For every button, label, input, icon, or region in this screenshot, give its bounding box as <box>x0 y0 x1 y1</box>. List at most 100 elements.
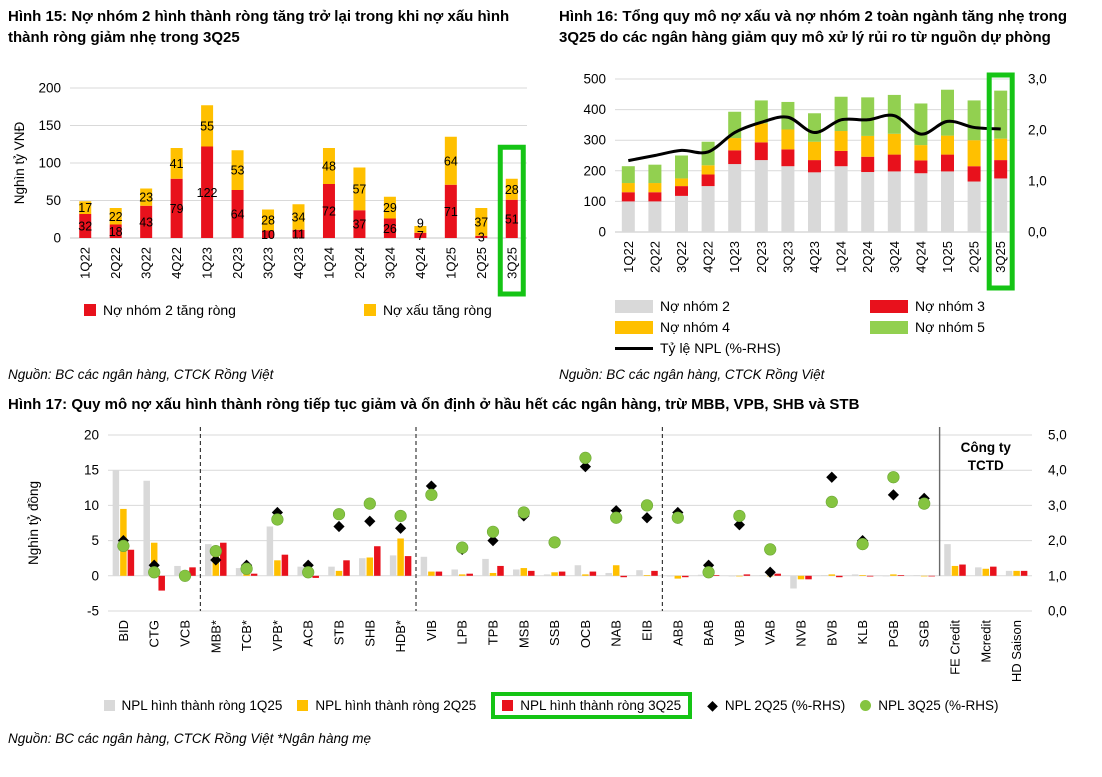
svg-text:TCB*: TCB* <box>239 620 254 651</box>
svg-text:PGB: PGB <box>886 620 901 647</box>
svg-text:VIB: VIB <box>424 620 439 641</box>
svg-text:79: 79 <box>170 202 184 216</box>
black-diamond-icon: ◆ <box>707 697 718 713</box>
svg-text:Mcredit: Mcredit <box>978 620 993 663</box>
bar-ACB <box>312 575 319 578</box>
bar-FE Credit <box>944 544 951 576</box>
circle-marker-PGB <box>887 471 900 484</box>
green-circle-icon <box>860 700 872 711</box>
circle-marker-VBB <box>733 509 746 523</box>
svg-text:1Q23: 1Q23 <box>200 247 215 279</box>
bar-no-nhom2-1Q25 <box>444 184 457 238</box>
fig15-panel: Hình 15: Nợ nhóm 2 hình thành ròng tăng … <box>0 0 551 390</box>
bar-SSB <box>551 572 558 576</box>
bar-ACB <box>297 566 304 576</box>
bar-segment-2Q22 <box>648 164 662 184</box>
bars <box>621 89 1008 232</box>
bar-SHB <box>366 557 374 576</box>
svg-text:4Q23: 4Q23 <box>807 241 822 273</box>
bar-segment-3Q25 <box>994 178 1008 232</box>
svg-text:2Q23: 2Q23 <box>230 247 245 279</box>
bar-Mcredit <box>975 567 982 576</box>
bar-segment-2Q25 <box>967 166 981 182</box>
bar-no-xau-3Q23 <box>262 209 275 231</box>
fig16-legend-label: Nợ nhóm 5 <box>915 319 985 335</box>
diamond-marker-VBB <box>733 519 745 531</box>
circle-marker-BAB <box>702 566 715 579</box>
y-axis-label: Nghìn tỷ VNĐ <box>12 121 27 204</box>
gridlines-and-y-axis: -5 0 5 10 15 20 <box>84 428 1032 619</box>
circle-marker-CTG <box>148 566 161 579</box>
bar-VBB <box>728 575 736 577</box>
svg-text:FE Credit: FE Credit <box>948 620 963 675</box>
bar-MBB* <box>220 542 227 576</box>
bar-no-nhom2-3Q25 <box>505 199 518 238</box>
bar-TCB* <box>250 573 258 576</box>
svg-text:2Q24: 2Q24 <box>860 241 875 273</box>
bar-segment-1Q25 <box>941 89 954 136</box>
svg-text:72: 72 <box>322 205 336 219</box>
bar-SHB <box>359 558 366 576</box>
bar-EIB <box>651 570 658 576</box>
bar-segment-2Q23 <box>754 100 768 124</box>
bar-HDB* <box>397 538 404 576</box>
fig16-legend: Nợ nhóm 2 Nợ nhóm 3 Nợ nhóm 4 Nợ nhóm 5 … <box>615 298 1094 356</box>
circle-marker-MSB <box>517 506 530 519</box>
svg-text:3Q22: 3Q22 <box>674 241 689 273</box>
bar-SGB <box>913 575 920 576</box>
svg-text:1,0: 1,0 <box>1028 174 1047 189</box>
svg-text:4Q23: 4Q23 <box>291 247 306 279</box>
bar-OCB <box>574 565 582 576</box>
svg-text:28: 28 <box>505 183 519 197</box>
bar-no-xau-1Q24 <box>322 148 335 184</box>
svg-text:1Q24: 1Q24 <box>834 241 849 273</box>
bar-no-nhom2-3Q23 <box>262 230 275 238</box>
bar-TPB <box>489 572 497 576</box>
bar-segment-3Q23 <box>781 129 795 150</box>
bar-segment-3Q22 <box>675 186 688 196</box>
red-swatch-icon <box>84 304 96 316</box>
svg-text:HD Saison: HD Saison <box>1009 620 1024 682</box>
svg-text:HDB*: HDB* <box>393 620 408 653</box>
bar-VCB <box>174 565 181 576</box>
bar-segment-4Q22 <box>701 141 715 166</box>
fig15-legend: Nợ nhóm 2 tăng ròng Nợ xấu tăng ròng <box>84 302 543 318</box>
bar-no-nhom2-2Q25 <box>475 235 488 238</box>
bar-HD Saison <box>1013 570 1020 576</box>
bar-ABB <box>682 575 689 578</box>
bar-segment-2Q23 <box>754 142 768 161</box>
svg-text:OCB: OCB <box>578 620 593 648</box>
black-line-swatch-icon <box>615 346 653 350</box>
bar-no-nhom2-2Q24 <box>353 210 366 238</box>
bar-no-xau-4Q24 <box>414 226 427 233</box>
bar-NAB <box>612 565 620 576</box>
svg-text:ACB: ACB <box>301 620 316 647</box>
bar-no-nhom2-1Q22 <box>79 214 92 238</box>
bar-BAB <box>697 574 705 576</box>
bar-segment-1Q25 <box>941 154 954 172</box>
bar-HD Saison <box>1020 570 1028 576</box>
svg-text:55: 55 <box>200 119 214 133</box>
bar-segment-3Q23 <box>781 166 795 232</box>
bar-HD Saison <box>1005 570 1013 576</box>
svg-text:0,0: 0,0 <box>1028 225 1047 240</box>
svg-text:51: 51 <box>505 212 519 226</box>
bar-no-xau-2Q23 <box>231 150 244 190</box>
fig16-title: Hình 16: Tổng quy mô nợ xấu và nợ nhóm 2… <box>559 8 1067 46</box>
svg-text:1Q22: 1Q22 <box>78 247 93 279</box>
bar-segment-1Q24 <box>834 166 848 232</box>
fig16-legend-item-nhom5: Nợ nhóm 5 <box>870 319 1094 335</box>
svg-text:MBB*: MBB* <box>208 620 223 653</box>
fig17-legend-item-npl-2q25: ◆ NPL 2Q25 (%-RHS) <box>707 698 845 713</box>
bar-no-xau-2Q22 <box>109 208 122 225</box>
markers-npl-2q25-diamonds <box>117 461 930 582</box>
fig15-legend-label: Nợ xấu tăng ròng <box>382 302 492 318</box>
svg-text:64: 64 <box>231 208 245 222</box>
svg-text:37: 37 <box>474 215 488 229</box>
svg-text:2Q22: 2Q22 <box>647 241 662 273</box>
bar-no-xau-4Q23 <box>292 204 305 230</box>
svg-text:5: 5 <box>91 533 99 548</box>
